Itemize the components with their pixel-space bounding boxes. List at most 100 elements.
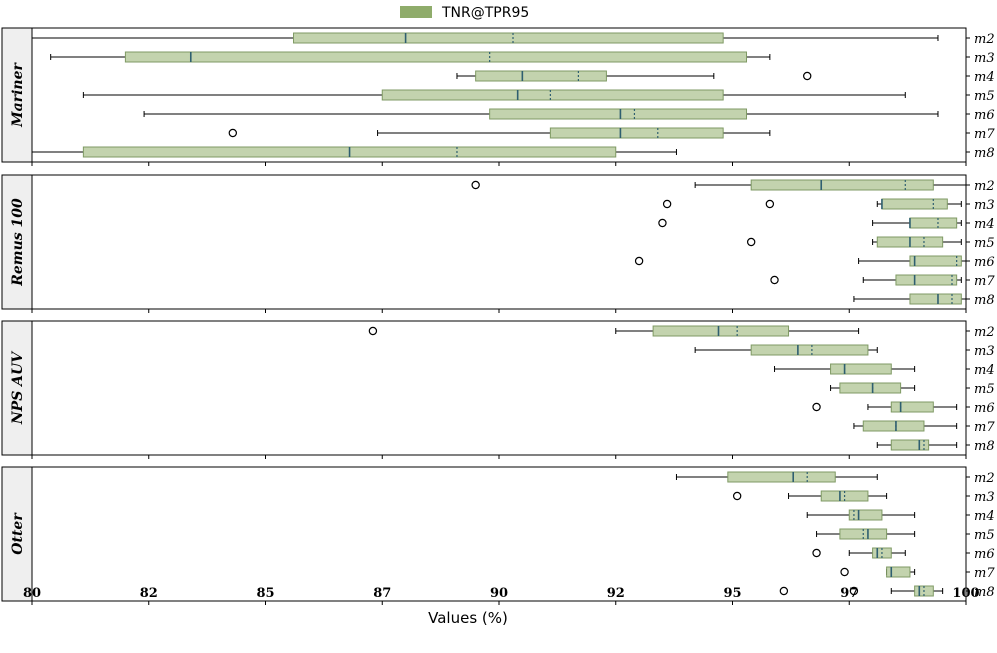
iqr-box: [750, 344, 869, 356]
box-m5: m5: [816, 528, 995, 543]
box-m8: m8: [876, 439, 995, 454]
panel-label: Remus 100: [10, 198, 26, 287]
iqr-box: [489, 108, 748, 120]
model-label: m5: [974, 236, 995, 251]
iqr-box: [652, 325, 790, 337]
panel-label: Otter: [10, 512, 26, 555]
model-label: m4: [974, 217, 995, 232]
model-label: m5: [974, 89, 995, 104]
model-label: m5: [974, 382, 995, 397]
model-label: m5: [974, 528, 995, 543]
model-label: m6: [974, 255, 995, 270]
outlier-point: [662, 199, 672, 209]
outlier-point: [634, 256, 644, 266]
box-m3: m3: [694, 344, 995, 359]
model-label: m3: [974, 51, 995, 66]
x-tick-label: 87: [373, 586, 391, 601]
legend-swatch: [400, 6, 432, 18]
panel-otter: Otter m2 m3 m4 m5 m6 m7 m8: [1, 466, 995, 602]
box-m7: m7: [840, 566, 995, 581]
model-label: m6: [974, 108, 995, 123]
iqr-box: [890, 401, 934, 413]
iqr-box: [549, 127, 724, 139]
panel-mariner: Mariner m2 m3 m4 m5 m6 m7 m8: [1, 27, 995, 163]
iqr-box: [381, 89, 724, 101]
box-m3: m3: [732, 490, 995, 505]
outlier-point: [812, 548, 821, 558]
box-m8: m8: [853, 293, 995, 308]
box-m4: m4: [456, 70, 995, 85]
model-label: m3: [974, 198, 995, 213]
iqr-box: [909, 255, 962, 267]
box-m6: m6: [812, 547, 995, 562]
outlier-point: [368, 326, 378, 336]
panel-label: NPS AUV: [10, 350, 26, 425]
iqr-box: [848, 509, 883, 521]
box-m7: m7: [228, 127, 995, 142]
box-m8: m8: [779, 585, 995, 600]
outlier-point: [812, 402, 821, 412]
panel-nps-auv: NPS AUV m2 m3 m4 m5 m6 m7 m8: [1, 320, 995, 456]
box-m7: m7: [770, 274, 995, 289]
iqr-box: [881, 198, 948, 210]
x-tick-label: 90: [490, 586, 508, 601]
model-label: m2: [974, 325, 995, 340]
box-m3: m3: [50, 51, 995, 66]
outlier-point: [770, 275, 779, 285]
x-tick-label: 80: [23, 586, 41, 601]
model-label: m4: [974, 509, 995, 524]
outlier-point: [765, 199, 775, 209]
outlier-point: [228, 128, 238, 138]
x-tick-label: 97: [840, 586, 858, 601]
box-m6: m6: [812, 401, 995, 416]
box-m6: m6: [143, 108, 995, 123]
panel-label-box: [1, 174, 33, 310]
outlier-point: [803, 71, 812, 81]
model-label: m4: [974, 70, 995, 85]
iqr-box: [475, 70, 607, 82]
x-tick-label: 85: [256, 586, 274, 601]
panel-remus-100: Remus 100 m2 m3 m4 m5 m6 m7 m8: [1, 174, 995, 310]
iqr-box: [895, 274, 958, 286]
model-label: m6: [974, 401, 995, 416]
box-m7: m7: [853, 420, 995, 435]
x-tick-label: 95: [723, 586, 741, 601]
iqr-box: [727, 471, 836, 483]
model-label: m6: [974, 547, 995, 562]
box-m6: m6: [634, 255, 995, 270]
box-m8: m8: [31, 146, 995, 161]
iqr-box: [839, 382, 902, 394]
box-m5: m5: [82, 89, 995, 104]
legend-label: TNR@TPR95: [441, 5, 529, 21]
box-m2: m2: [675, 471, 995, 486]
box-m2: m2: [31, 32, 995, 47]
model-label: m7: [974, 127, 995, 142]
model-label: m2: [974, 179, 995, 194]
iqr-box: [750, 179, 934, 191]
model-label: m7: [974, 420, 995, 435]
panel-label-box: [1, 27, 33, 163]
model-label: m8: [974, 146, 995, 161]
iqr-box: [886, 566, 911, 578]
iqr-box: [890, 439, 930, 451]
iqr-box: [830, 363, 892, 375]
outlier-point: [471, 180, 480, 190]
model-label: m8: [974, 293, 995, 308]
outlier-point: [732, 491, 742, 501]
x-axis-label: Values (%): [428, 609, 508, 627]
iqr-box: [862, 420, 925, 432]
outlier-point: [849, 586, 859, 596]
model-label: m8: [974, 585, 995, 600]
model-label: m7: [974, 274, 995, 289]
x-tick-label: 92: [607, 586, 625, 601]
outlier-point: [779, 586, 789, 596]
model-label: m2: [974, 32, 995, 47]
panel-frame: [31, 320, 967, 456]
panel-frame: [31, 174, 967, 310]
box-m4: m4: [806, 509, 995, 524]
x-tick-label: 82: [140, 586, 158, 601]
outlier-point: [840, 567, 849, 577]
box-m3: m3: [662, 198, 995, 213]
outlier-point: [658, 218, 667, 228]
